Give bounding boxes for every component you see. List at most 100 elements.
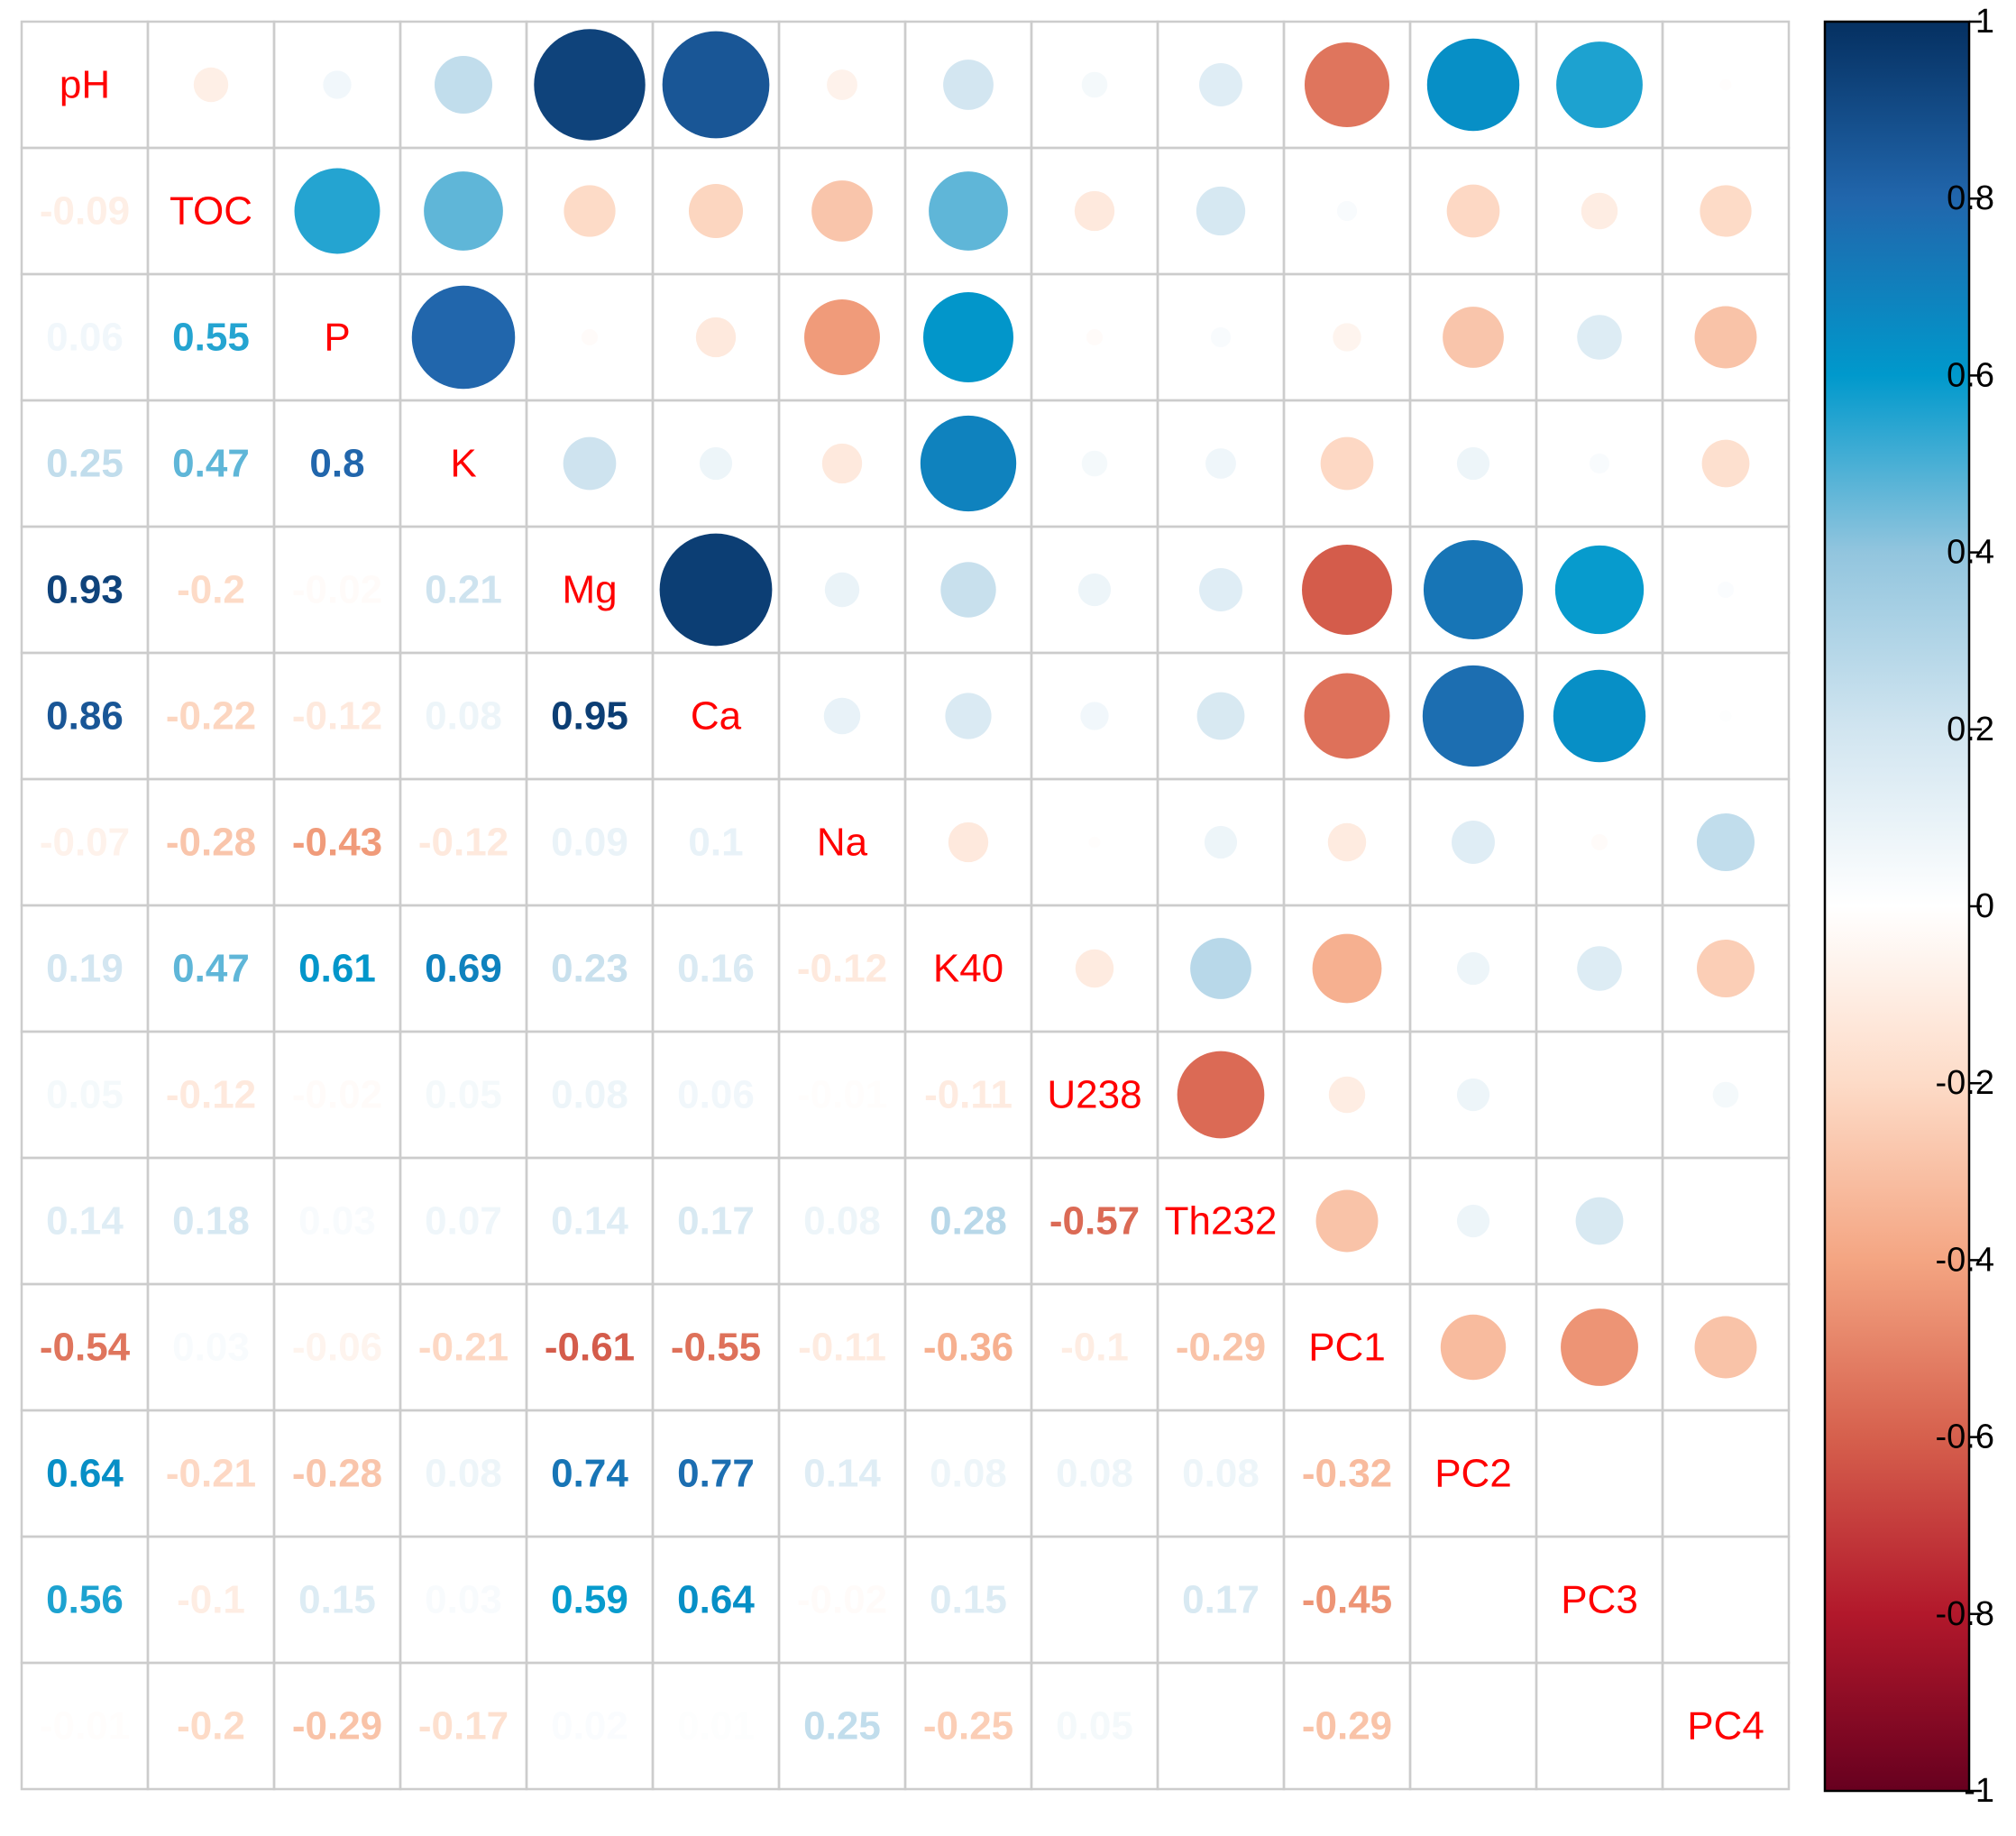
variable-label-u238: U238: [1047, 1073, 1141, 1117]
corr-circle: [945, 693, 992, 739]
colorbar-tick-label: -0.8: [1936, 1595, 1994, 1633]
variable-label-k: K: [450, 442, 476, 486]
coef-label: -0.29: [292, 1704, 382, 1749]
corr-circle: [435, 56, 492, 114]
variable-label-pc2: PC2: [1434, 1452, 1512, 1496]
coef-label: 0.55: [172, 316, 250, 360]
corr-circle: [323, 70, 352, 99]
corr-circle: [1075, 949, 1114, 988]
coef-label: 0.05: [46, 1073, 124, 1117]
coef-label: 0.69: [425, 947, 502, 991]
variable-label-pc3: PC3: [1561, 1578, 1638, 1622]
corr-circle: [695, 317, 737, 358]
colorbar: 1 0.8 0.6 0.4 0.2 0 -0.2 -0.4 -0.6 -0.8 -1: [1823, 3, 1994, 1810]
corr-circle: [1700, 185, 1752, 237]
corr-circle: [659, 533, 773, 647]
corr-circle: [662, 31, 770, 139]
grid-cell: [1661, 1661, 1791, 1791]
corr-circle: [1302, 545, 1392, 635]
corr-circle: [1315, 1189, 1379, 1253]
coef-label: -0.12: [292, 694, 382, 739]
coef-label: -0.21: [166, 1452, 256, 1496]
coef-label: -0.32: [1302, 1452, 1392, 1496]
grid-cell: [1156, 1661, 1286, 1791]
coef-label: 0.05: [1056, 1704, 1133, 1749]
corr-circle: [1333, 323, 1361, 352]
corr-circle: [1304, 41, 1390, 128]
corr-circle: [1328, 1076, 1366, 1114]
coef-label: 0.14: [46, 1199, 124, 1244]
corr-circle: [821, 443, 863, 484]
corr-circle: [1081, 71, 1108, 98]
coef-label: -0.54: [40, 1326, 131, 1370]
corr-circle: [940, 562, 996, 618]
corr-circle: [1081, 450, 1108, 477]
corr-circle: [1077, 573, 1112, 607]
corr-circle: [1456, 1078, 1490, 1112]
corr-circle: [1456, 951, 1490, 986]
corr-circle: [1074, 190, 1115, 232]
variable-label-pc1: PC1: [1308, 1326, 1386, 1370]
colorbar-tick-label: 1: [1975, 3, 1994, 41]
coef-label: -0.12: [166, 1073, 256, 1117]
coef-label: 0.14: [551, 1199, 628, 1244]
coef-label: 0.1: [688, 821, 743, 865]
coef-label: -0.28: [292, 1452, 382, 1496]
coef-label: -0.22: [166, 694, 256, 739]
grid-cell: [1661, 1535, 1791, 1665]
corr-circle: [1589, 453, 1610, 474]
corr-circle: [1446, 184, 1500, 238]
corr-circle: [1177, 1051, 1265, 1139]
corr-circle: [424, 171, 503, 251]
coef-label: -0.55: [671, 1326, 761, 1370]
coef-label: -0.09: [40, 189, 130, 234]
coef-label: -0.11: [798, 1326, 886, 1370]
coef-label: 0.01: [677, 1704, 755, 1749]
grid-cell: [1408, 1661, 1538, 1791]
coef-label: 0.21: [425, 568, 502, 612]
coef-label: 0.03: [425, 1578, 502, 1622]
coef-label: -0.36: [923, 1326, 1013, 1370]
coef-label: 0.14: [803, 1452, 881, 1496]
coef-label: 0.18: [172, 1199, 250, 1244]
grid-cell: [1408, 1535, 1538, 1665]
coef-label: 0.74: [551, 1452, 628, 1496]
coef-label: 0.17: [1182, 1578, 1260, 1622]
corr-circle: [827, 69, 857, 100]
coef-label: -0.17: [418, 1704, 509, 1749]
coef-label: -0.45: [1302, 1578, 1392, 1622]
grid-cell: [1661, 1156, 1791, 1286]
corr-circle: [563, 436, 617, 491]
coef-label: 0.93: [46, 568, 124, 612]
coef-label: -0.02: [292, 1073, 382, 1117]
coef-label: 0.08: [425, 694, 502, 739]
coef-label: -0.2: [177, 1704, 245, 1749]
corr-circle: [1575, 1197, 1624, 1245]
coef-label: -0.2: [177, 568, 245, 612]
coef-label: -0.57: [1049, 1199, 1140, 1244]
grid-cell: [1661, 1409, 1791, 1538]
corr-circle: [1554, 545, 1645, 635]
corr-circle: [699, 446, 733, 481]
coef-label: 0.64: [677, 1578, 755, 1622]
corr-circle: [1312, 933, 1382, 1004]
corr-circle: [1199, 63, 1242, 106]
corr-circle: [1719, 78, 1732, 91]
corr-circle: [823, 697, 861, 735]
corr-circle: [1456, 446, 1490, 481]
corr-circle: [1204, 825, 1238, 859]
coef-label: 0.08: [930, 1452, 1007, 1496]
coef-label: 0.61: [298, 947, 376, 991]
coef-label: 0.56: [46, 1578, 124, 1622]
coef-label: 0.23: [551, 947, 628, 991]
corr-circle: [1581, 192, 1618, 230]
coef-label: 0.64: [46, 1452, 124, 1496]
coef-label: 0.08: [803, 1199, 881, 1244]
corr-circle: [193, 67, 229, 103]
coef-label: -0.25: [923, 1704, 1013, 1749]
coef-label: 0.47: [172, 947, 250, 991]
corr-circle: [1205, 448, 1236, 479]
coef-label: 0.77: [677, 1452, 755, 1496]
coef-label: 0.08: [551, 1073, 628, 1117]
